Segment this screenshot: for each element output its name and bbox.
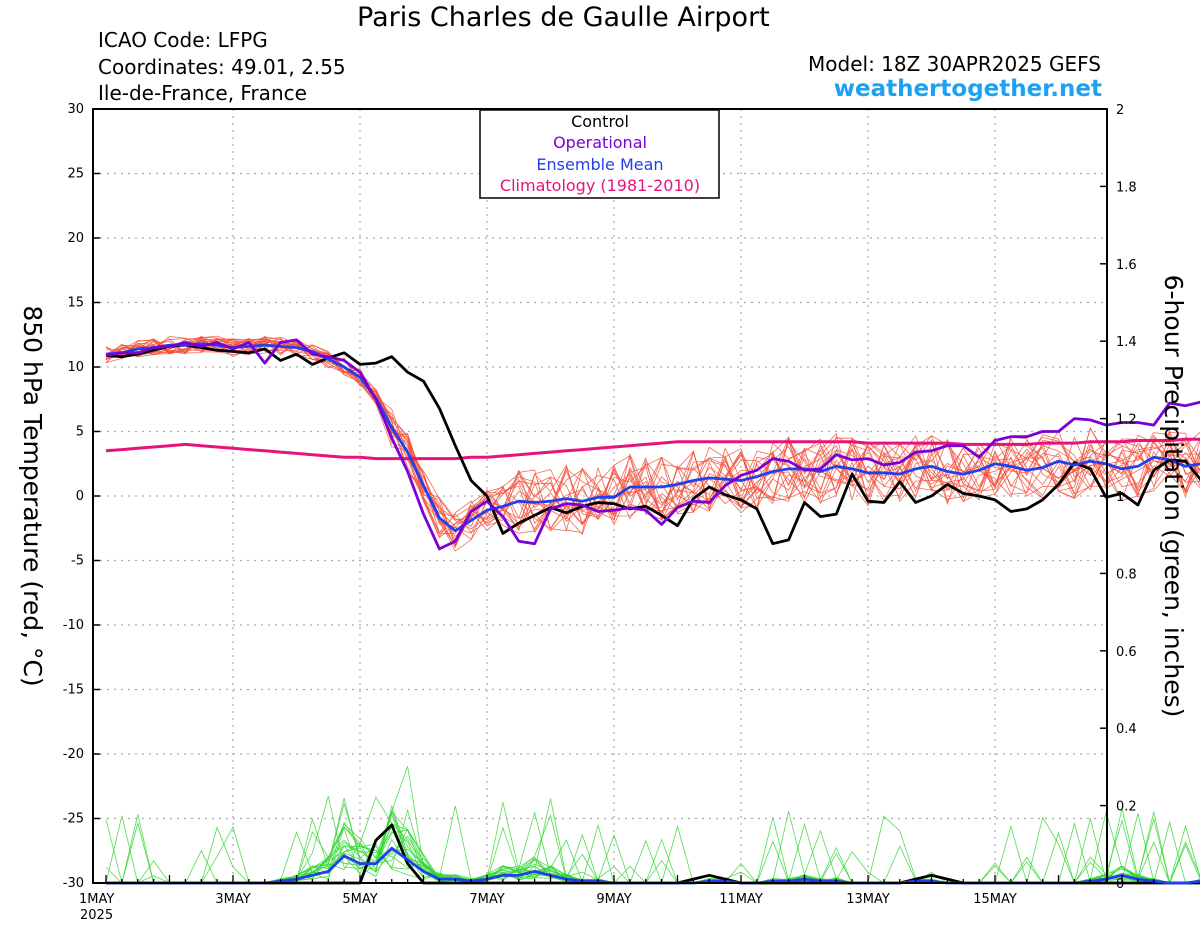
x-tick-label: 3MAY — [215, 892, 250, 907]
y2-tick-label: 0 — [1116, 877, 1124, 892]
legend-ensemble-mean: Ensemble Mean — [536, 155, 663, 174]
x-tick-label: 7MAY — [469, 892, 504, 907]
region: Ile-de-France, France — [98, 81, 307, 105]
x-tick-sublabel: 2025 — [80, 908, 113, 923]
y-tick-label: -20 — [63, 747, 84, 762]
y2-tick-label: 0.6 — [1116, 645, 1137, 660]
y2-tick-label: 1.8 — [1116, 180, 1137, 195]
y2-axis-label: 6-hour Precipitation (green, inches) — [1159, 275, 1188, 718]
y-tick-label: -15 — [63, 683, 84, 698]
legend-box: Control Operational Ensemble Mean Climat… — [479, 109, 720, 199]
y-tick-label: 15 — [67, 296, 84, 311]
x-tick-label: 9MAY — [596, 892, 631, 907]
legend-frame — [479, 109, 720, 199]
icao-code: ICAO Code: LFPG — [98, 28, 268, 52]
y-tick-label: -10 — [63, 618, 84, 633]
ensemble-mean-precip-line — [106, 846, 1200, 885]
y-tick-label: 0 — [76, 489, 84, 504]
y-tick-label: -5 — [71, 554, 84, 569]
x-tick-label: 13MAY — [846, 892, 890, 907]
axis-ticks: 302520151050-5-10-15-20-25-3021.81.61.41… — [63, 102, 1155, 923]
precip-member-line — [106, 839, 1200, 884]
y2-tick-label: 0.4 — [1116, 722, 1137, 737]
x-tick-label: 11MAY — [719, 892, 763, 907]
legend-control: Control — [571, 112, 629, 131]
y2-tick-label: 1 — [1116, 490, 1124, 505]
temp-member-line — [105, 335, 1200, 547]
precip-member-line — [106, 802, 1200, 884]
y2-tick-label: 1.6 — [1116, 258, 1137, 273]
y-tick-label: 25 — [67, 167, 84, 182]
x-tick-label: 1MAY — [79, 892, 114, 907]
y-tick-label: 20 — [67, 231, 84, 246]
precip-member-line — [106, 798, 1200, 884]
y2-tick-label: 2 — [1116, 103, 1124, 118]
precip-member-line — [106, 795, 1200, 884]
y-tick-label: -25 — [63, 812, 84, 827]
legend-operational: Operational — [553, 133, 647, 152]
y-tick-label: -30 — [63, 876, 84, 891]
x-tick-label: 15MAY — [973, 892, 1017, 907]
precip-member-line — [105, 766, 1200, 884]
site-link[interactable]: weathertogether.net — [833, 76, 1102, 102]
ensemble-members-precipitation — [105, 766, 1200, 884]
precip-member-line — [106, 798, 1200, 884]
y2-tick-label: 1.2 — [1116, 413, 1137, 428]
model-run: Model: 18Z 30APR2025 GEFS — [808, 52, 1101, 76]
operational-temp-line — [105, 338, 1200, 551]
y-tick-label: 5 — [76, 425, 84, 440]
y-tick-label: 10 — [67, 360, 84, 375]
precip-member-line — [106, 802, 1200, 884]
temp-member-line — [105, 336, 1200, 546]
page-title: Paris Charles de Gaulle Airport — [357, 2, 770, 33]
y2-tick-label: 1.4 — [1116, 335, 1137, 350]
y2-tick-label: 0.8 — [1116, 567, 1137, 582]
y-tick-label: 30 — [67, 102, 84, 117]
x-tick-label: 5MAY — [342, 892, 377, 907]
coordinates: Coordinates: 49.01, 2.55 — [98, 55, 346, 79]
series-lines — [105, 338, 1200, 885]
climatology-1981-2010-temp-line — [105, 437, 1200, 461]
precip-member-line — [106, 795, 1200, 884]
y-axis-label: 850 hPa Temperature (red, °C) — [18, 305, 47, 686]
legend-climatology: Climatology (1981-2010) — [500, 176, 700, 195]
y2-tick-label: 0.2 — [1116, 800, 1137, 815]
control-temp-line — [105, 343, 1200, 546]
